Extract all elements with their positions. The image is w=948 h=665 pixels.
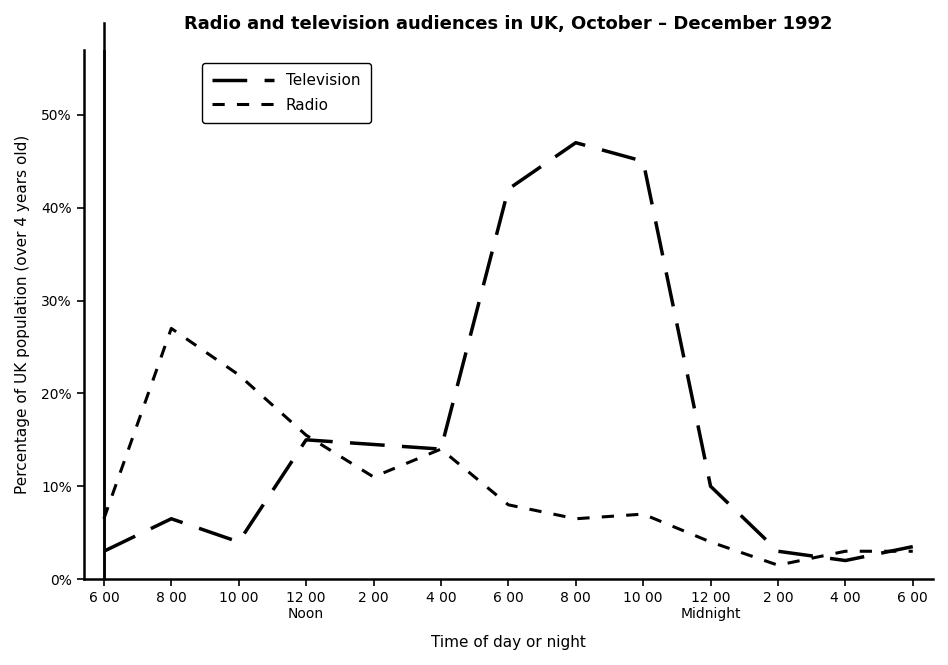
Radio bbox=[907, 547, 919, 555]
Television bbox=[368, 440, 379, 448]
Television bbox=[840, 557, 851, 565]
X-axis label: Time of day or night: Time of day or night bbox=[431, 635, 586, 650]
Legend: Television, Radio: Television, Radio bbox=[202, 63, 371, 123]
Radio bbox=[773, 561, 784, 569]
Radio bbox=[99, 515, 110, 523]
Television bbox=[166, 515, 177, 523]
Title: Radio and television audiences in UK, October – December 1992: Radio and television audiences in UK, Oc… bbox=[184, 15, 832, 33]
Radio bbox=[435, 445, 447, 453]
Television bbox=[570, 139, 581, 147]
Radio bbox=[166, 325, 177, 332]
Radio bbox=[233, 371, 245, 379]
Television bbox=[773, 547, 784, 555]
Television bbox=[233, 538, 245, 546]
Television bbox=[301, 436, 312, 444]
Radio bbox=[570, 515, 581, 523]
Radio bbox=[301, 431, 312, 439]
Radio bbox=[502, 501, 514, 509]
Radio bbox=[840, 547, 851, 555]
Y-axis label: Percentage of UK population (over 4 years old): Percentage of UK population (over 4 year… bbox=[15, 135, 30, 494]
Radio bbox=[368, 473, 379, 481]
Radio bbox=[705, 538, 717, 546]
Line: Radio: Radio bbox=[104, 329, 913, 565]
Television bbox=[705, 482, 717, 490]
Television bbox=[99, 547, 110, 555]
Television bbox=[435, 445, 447, 453]
Radio bbox=[637, 510, 648, 518]
Television bbox=[907, 543, 919, 551]
Line: Television: Television bbox=[104, 143, 913, 561]
Television bbox=[637, 157, 648, 165]
Television bbox=[502, 185, 514, 193]
